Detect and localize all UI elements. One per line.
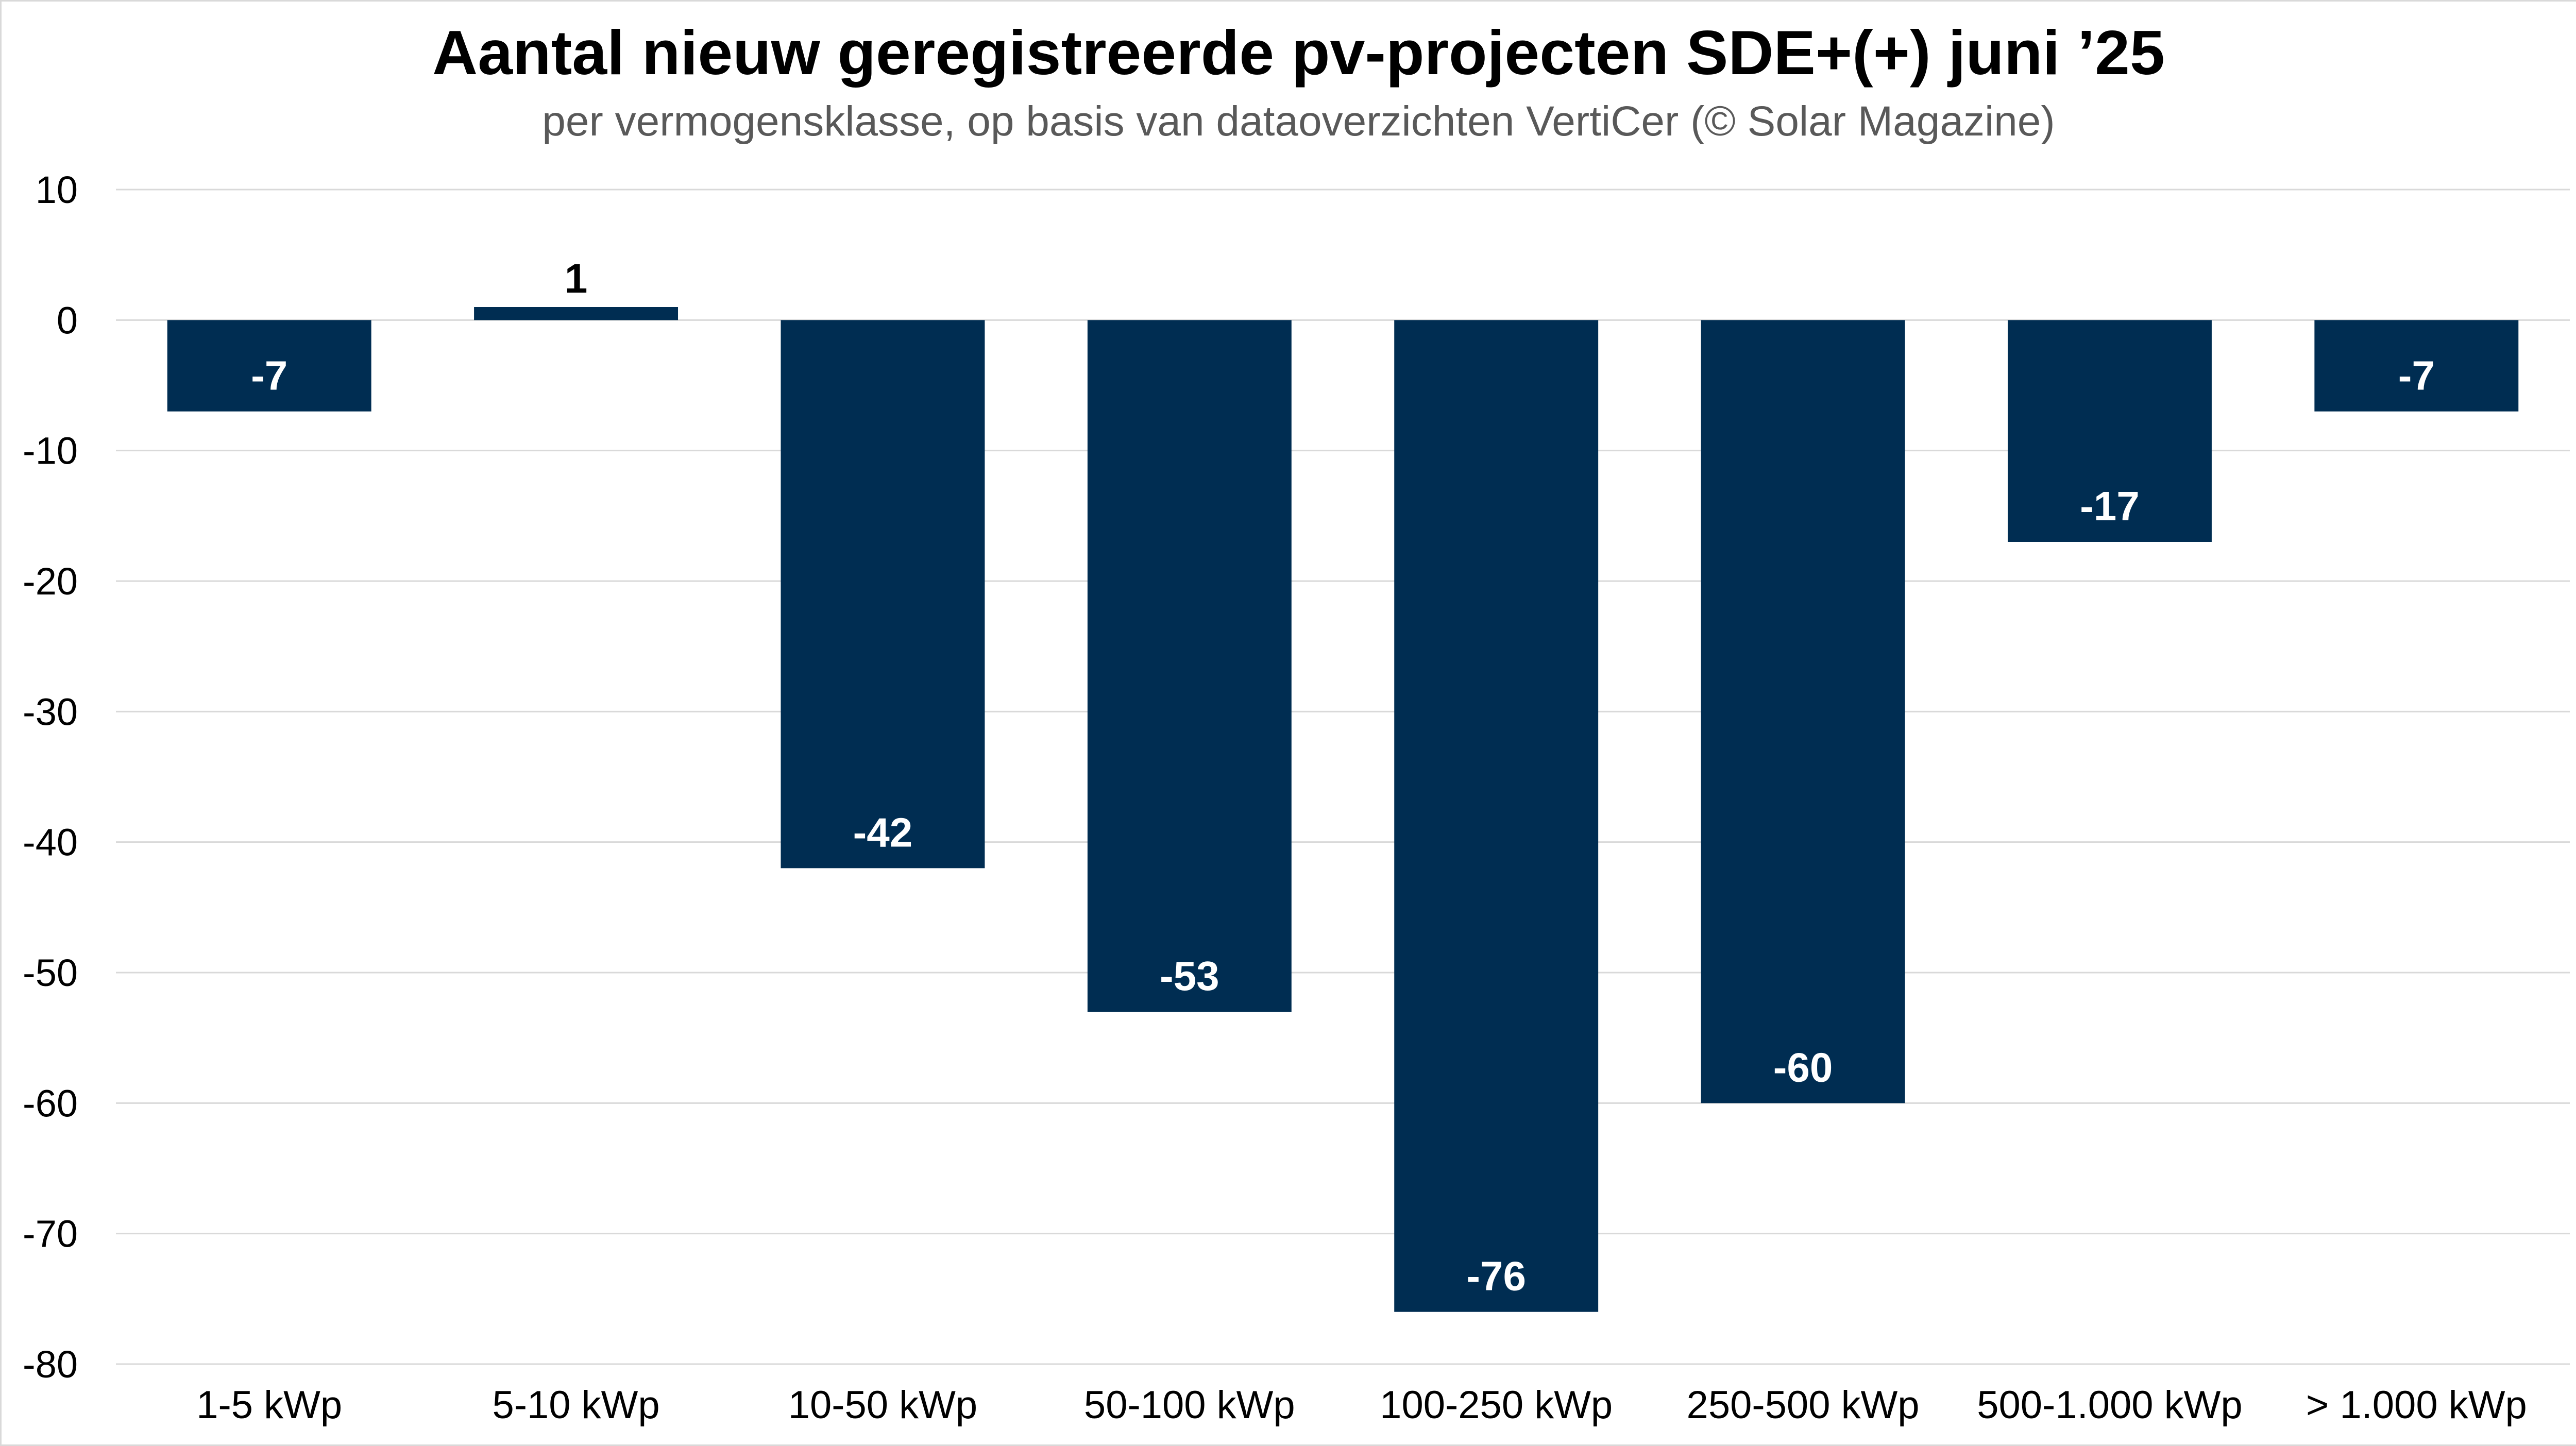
bar bbox=[167, 320, 371, 412]
y-tick-label: 0 bbox=[57, 299, 78, 342]
y-tick-label: -30 bbox=[23, 690, 78, 733]
bar bbox=[1701, 320, 1905, 1103]
bars bbox=[167, 307, 2519, 1312]
bar bbox=[1087, 320, 1292, 1012]
gridlines bbox=[116, 189, 2570, 1365]
bar bbox=[2314, 320, 2519, 412]
y-tick-label: -50 bbox=[23, 951, 78, 994]
bar bbox=[781, 320, 985, 869]
y-axis: 10 0 -10 -20 -30 -40 -50 -60 -70 -80 bbox=[23, 168, 78, 1386]
x-tick-label: 5-10 kWp bbox=[492, 1383, 659, 1427]
data-label: -17 bbox=[2080, 483, 2140, 529]
data-label: -42 bbox=[853, 809, 913, 855]
data-label: -60 bbox=[1773, 1044, 1833, 1090]
data-label: 1 bbox=[565, 256, 588, 301]
chart-title: Aantal nieuw geregistreerde pv-projecten… bbox=[432, 18, 2165, 88]
data-label: -76 bbox=[1466, 1253, 1526, 1299]
data-labels: -7 1 -42 -53 -76 -60 -17 -7 bbox=[251, 256, 2435, 1299]
y-tick-label: -20 bbox=[23, 560, 78, 603]
data-label: -53 bbox=[1160, 953, 1219, 999]
bar bbox=[2007, 320, 2212, 542]
y-tick-label: -60 bbox=[23, 1082, 78, 1125]
x-tick-label: 100-250 kWp bbox=[1380, 1383, 1613, 1427]
y-tick-label: 10 bbox=[36, 168, 78, 211]
x-tick-label: 500-1.000 kWp bbox=[1977, 1383, 2242, 1427]
data-label: -7 bbox=[251, 353, 287, 399]
x-axis: 1-5 kWp 5-10 kWp 10-50 kWp 50-100 kWp 100-25… bbox=[196, 1383, 2527, 1427]
chart-subtitle: per vermogensklasse, op basis van dataov… bbox=[542, 98, 2055, 145]
data-label: -7 bbox=[2398, 353, 2435, 399]
x-tick-label: 250-500 kWp bbox=[1687, 1383, 1920, 1427]
x-tick-label: 50-100 kWp bbox=[1084, 1383, 1295, 1427]
x-tick-label: 1-5 kWp bbox=[196, 1383, 342, 1427]
bar bbox=[1394, 320, 1599, 1312]
y-tick-label: -70 bbox=[23, 1213, 78, 1255]
x-tick-label: 10-50 kWp bbox=[788, 1383, 978, 1427]
bar bbox=[474, 307, 679, 320]
y-tick-label: -10 bbox=[23, 430, 78, 472]
y-tick-label: -40 bbox=[23, 821, 78, 864]
x-tick-label: > 1.000 kWp bbox=[2306, 1383, 2527, 1427]
y-tick-label: -80 bbox=[23, 1343, 78, 1386]
